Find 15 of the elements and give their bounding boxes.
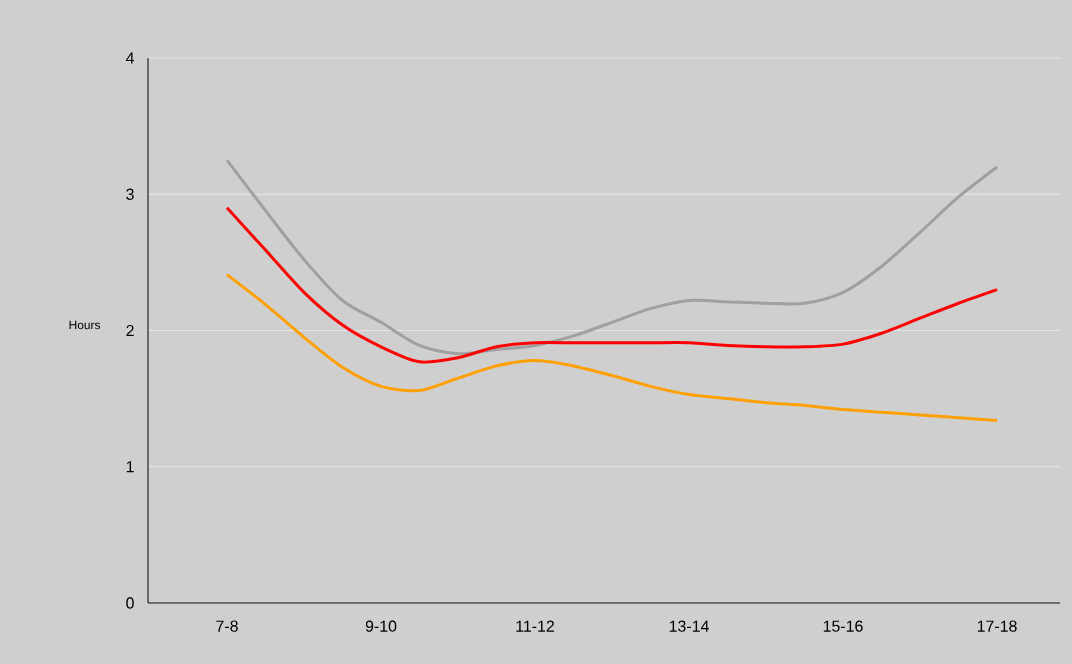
y-tick-label: 2 <box>126 324 134 337</box>
line-series <box>225 158 999 356</box>
x-tick-label: 7-8 <box>216 620 238 632</box>
y-tick-label: 3 <box>126 188 134 200</box>
y-tick-label: 0 <box>126 597 134 609</box>
x-tick-label: 13-14 <box>669 620 709 632</box>
y-tick-label: 1 <box>126 461 134 473</box>
y-axis-title: Hours <box>69 320 101 330</box>
y-tick-label: 4 <box>125 52 135 64</box>
line-series <box>225 273 999 422</box>
x-tick-label: 11-12 <box>516 620 554 632</box>
x-tick-label: 15-16 <box>823 620 863 632</box>
line-series <box>225 206 999 364</box>
x-tick-label: 9-10 <box>365 620 397 632</box>
x-tick-label: 17-18 <box>977 620 1017 632</box>
